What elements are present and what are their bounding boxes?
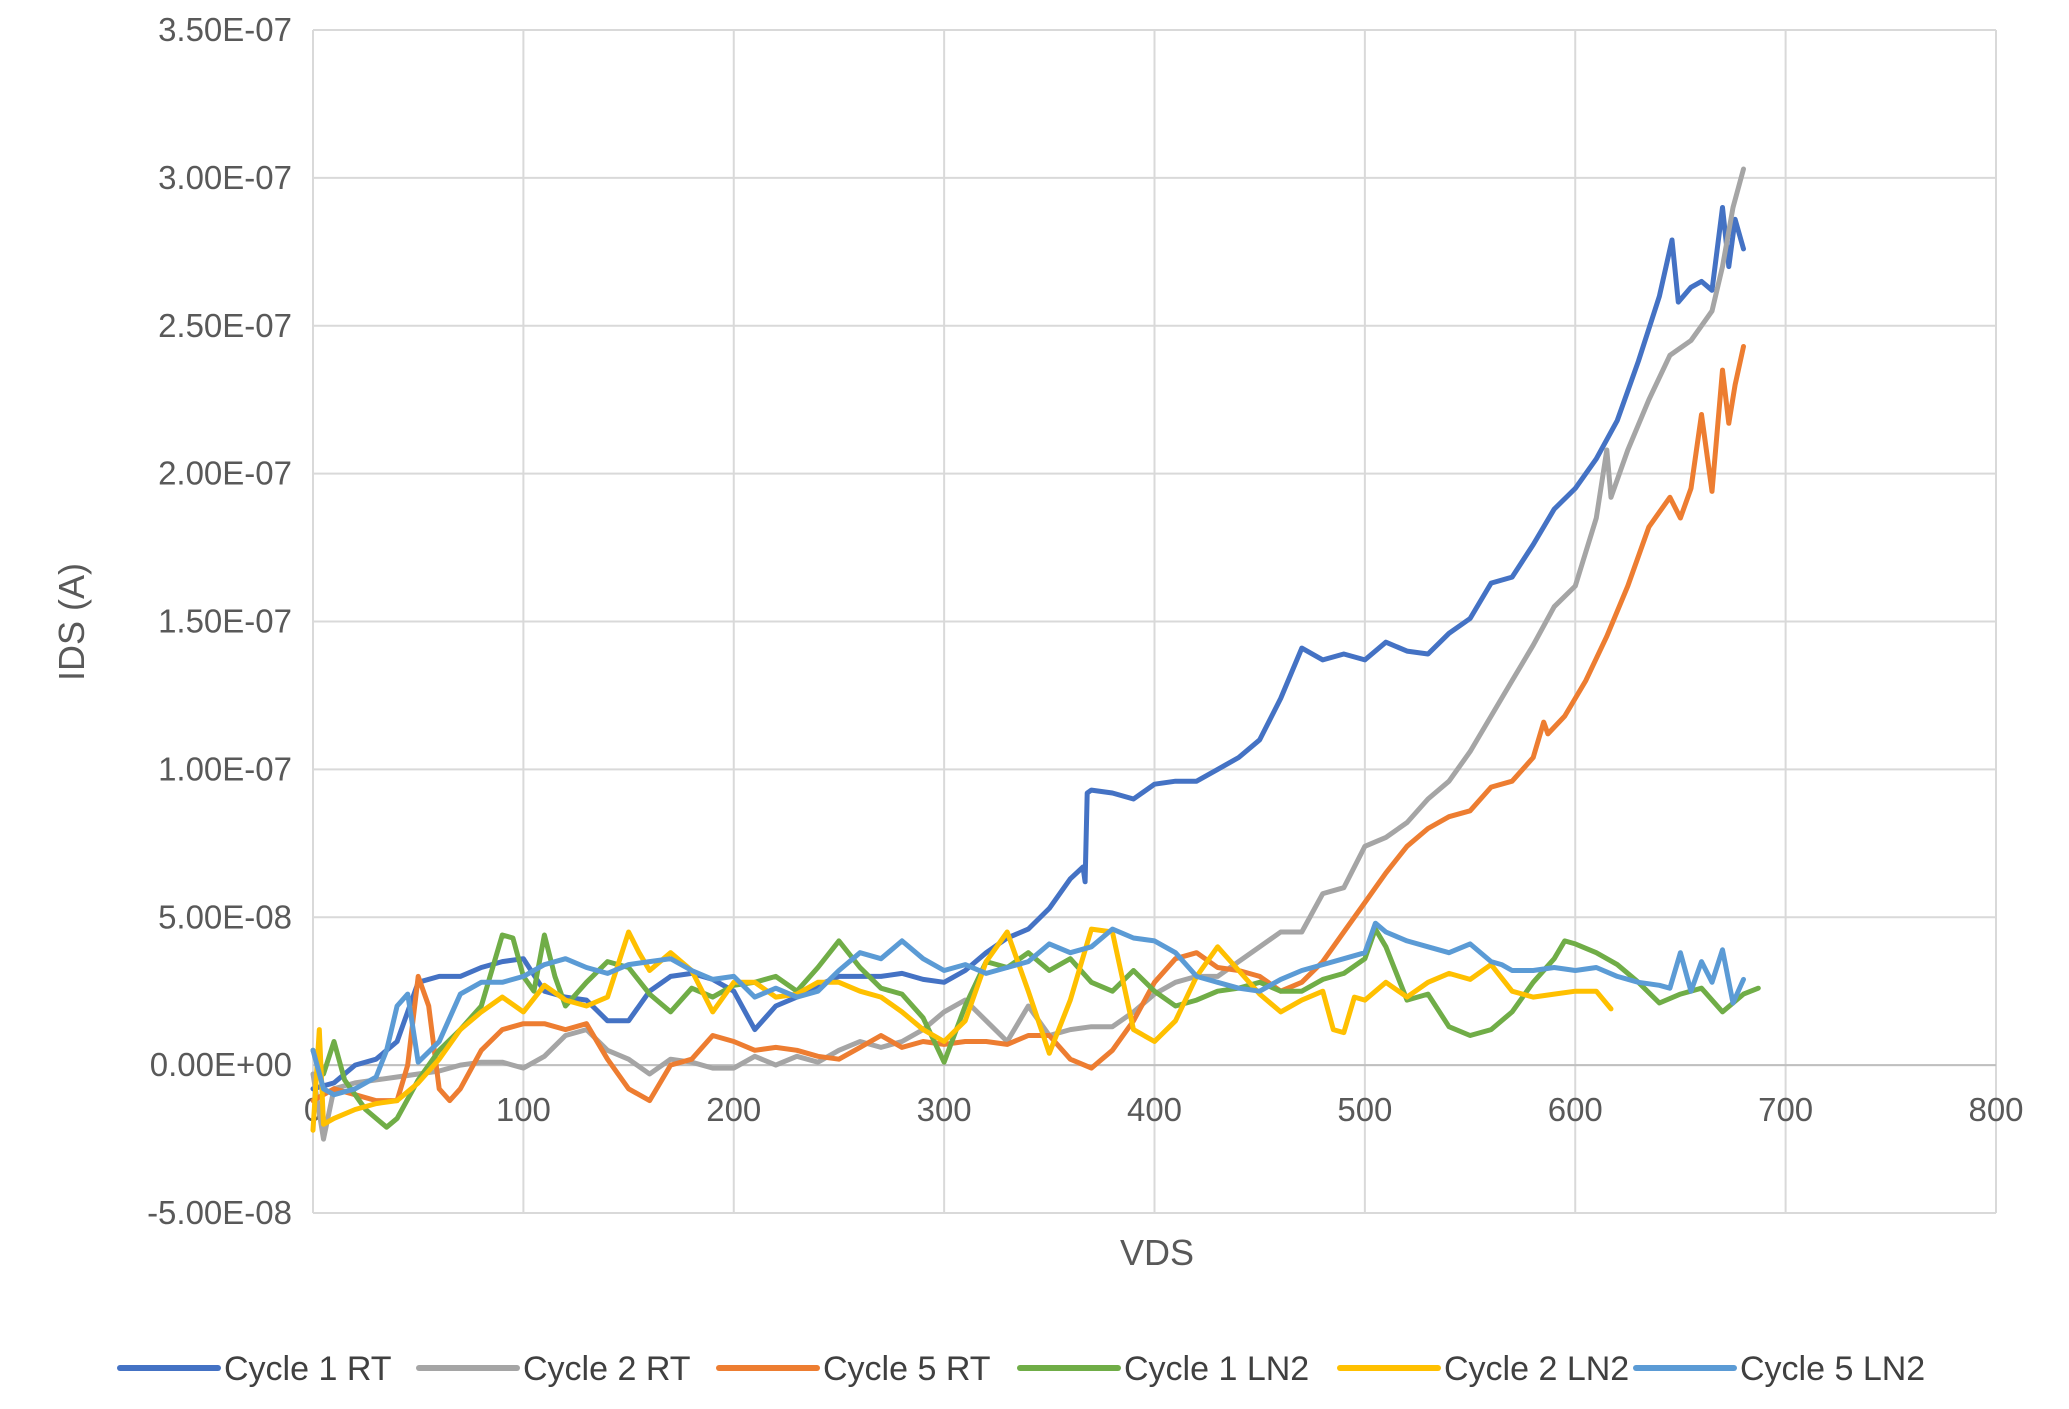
y-axis-ticks: -5.00E-08 0.00E+00 5.00E-08 1.00E-07 1.50E-0… xyxy=(147,11,292,1231)
y-tick-label: 1.00E-07 xyxy=(158,750,292,787)
y-tick-label: 3.50E-07 xyxy=(158,11,292,48)
y-tick-label: 5.00E-08 xyxy=(158,898,292,935)
y-tick-label: 3.00E-07 xyxy=(158,159,292,196)
legend-item-cycle-1-rt: Cycle 1 RT xyxy=(117,1350,392,1388)
series-lines xyxy=(310,166,1761,1142)
y-tick-label: -5.00E-08 xyxy=(147,1194,292,1231)
y-tick-label: 1.50E-07 xyxy=(158,603,292,640)
x-tick-label: 800 xyxy=(1968,1091,2023,1128)
legend-label: Cycle 2 RT xyxy=(523,1350,691,1388)
legend-item-cycle-2-ln2: Cycle 2 LN2 xyxy=(1337,1350,1629,1388)
y-tick-label: 0.00E+00 xyxy=(150,1046,292,1083)
legend-item-cycle-5-ln2: Cycle 5 LN2 xyxy=(1633,1350,1925,1388)
legend-label: Cycle 2 LN2 xyxy=(1444,1350,1629,1388)
y-axis-title: IDS (A) xyxy=(51,563,92,681)
y-tick-label: 2.50E-07 xyxy=(158,307,292,344)
y-tick-label: 2.00E-07 xyxy=(158,455,292,492)
series-line-cycle-5-ln2 xyxy=(310,920,1746,1098)
legend-label: Cycle 5 RT xyxy=(823,1350,991,1388)
legend-item-cycle-1-ln2: Cycle 1 LN2 xyxy=(1017,1350,1309,1388)
x-tick-label: 600 xyxy=(1548,1091,1603,1128)
x-tick-label: 700 xyxy=(1758,1091,1813,1128)
legend-item-cycle-5-rt: Cycle 5 RT xyxy=(716,1350,991,1388)
x-tick-label: 300 xyxy=(917,1091,972,1128)
x-tick-label: 100 xyxy=(496,1091,551,1128)
x-axis-title: VDS xyxy=(1120,1232,1194,1273)
x-tick-label: 200 xyxy=(706,1091,761,1128)
legend-label: Cycle 1 LN2 xyxy=(1124,1350,1309,1388)
legend-item-cycle-2-rt: Cycle 2 RT xyxy=(416,1350,691,1388)
series-line-cycle-2-ln2 xyxy=(310,926,1614,1133)
x-tick-label: 400 xyxy=(1127,1091,1182,1128)
series-line-cycle-1-rt xyxy=(310,205,1746,1092)
gridlines xyxy=(312,29,1997,1214)
legend-label: Cycle 1 RT xyxy=(224,1350,392,1388)
series-line-cycle-5-rt xyxy=(310,344,1746,1104)
x-tick-label: 500 xyxy=(1337,1091,1392,1128)
legend-label: Cycle 5 LN2 xyxy=(1740,1350,1925,1388)
legend: Cycle 1 RT Cycle 2 RT Cycle 5 RT Cycle 1 LN… xyxy=(117,1350,1925,1388)
x-axis-ticks: 0 100 200 300 400 500 600 700 800 xyxy=(304,1091,2024,1128)
